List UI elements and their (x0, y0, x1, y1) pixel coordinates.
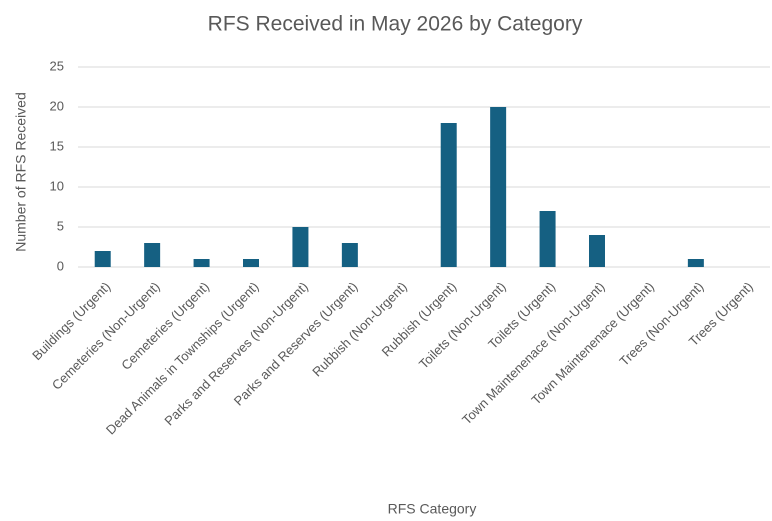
bar (440, 123, 457, 267)
bar (589, 235, 605, 267)
x-axis-title: RFS Category (388, 501, 477, 517)
y-tick-label: 10 (50, 178, 64, 193)
bar (94, 251, 111, 267)
bar (539, 211, 556, 267)
y-axis-title: Number of RFS Received (13, 92, 29, 252)
bar (292, 227, 309, 267)
y-tick-label: 15 (50, 138, 64, 153)
x-tick-label: Cemeteries (Urgent) (118, 279, 212, 373)
chart-title: RFS Received in May 2026 by Category (208, 13, 583, 36)
bar (490, 107, 507, 267)
x-tick-label: Trees (Non-Urgent) (616, 279, 706, 369)
bar (687, 259, 704, 267)
y-tick-label: 20 (50, 98, 64, 113)
bar (341, 243, 358, 267)
y-tick-label: 5 (57, 218, 64, 233)
bar (144, 243, 161, 267)
bar (243, 259, 259, 267)
y-tick-label: 25 (50, 58, 64, 73)
x-tick-label: Toilets (Non-Urgent) (416, 279, 509, 372)
bar (193, 259, 210, 267)
x-tick-label: Rubbish (Non-Urgent) (309, 279, 410, 380)
y-tick-label: 0 (57, 258, 64, 273)
